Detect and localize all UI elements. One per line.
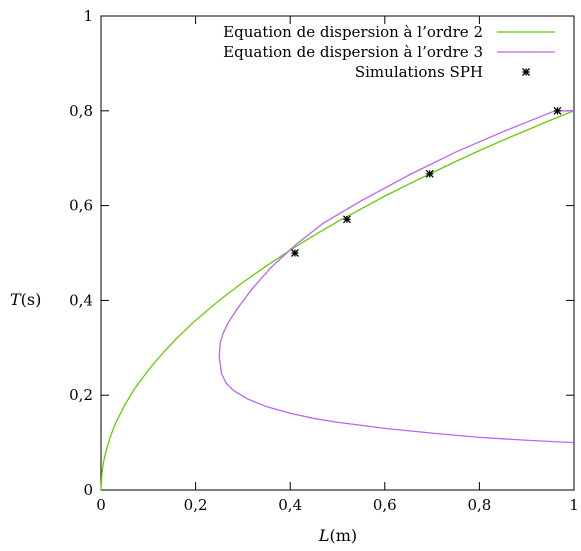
x-tick-label: 0,8 [467, 496, 491, 514]
y-axis-variable: T [10, 290, 22, 309]
y-tick-label: 1 [83, 7, 93, 25]
sph-point [343, 215, 351, 224]
series-layer [100, 106, 575, 491]
legend: Equation de dispersion à l’ordre 2 Equat… [223, 23, 555, 81]
y-axis-label: T(s) [10, 290, 41, 309]
y-tick-label: 0,6 [69, 197, 93, 215]
plot-border [100, 15, 575, 491]
legend-label-sph: Simulations SPH [355, 63, 483, 81]
sph-point [290, 249, 299, 257]
y-tick-label: 0,8 [69, 102, 93, 120]
y-tick-label: 0 [83, 481, 93, 499]
sph-point [553, 106, 562, 115]
y-tick-label: 0,4 [69, 291, 93, 309]
series-line-2 [218, 110, 575, 444]
y-tick-labels: 0 0,2 0,4 0,6 0,8 1 [69, 7, 93, 499]
x-tick-label: 0,2 [184, 496, 208, 514]
sph-point [425, 169, 434, 178]
legend-label-order2: Equation de dispersion à l’ordre 2 [223, 23, 483, 41]
x-tick-label: 0,6 [373, 496, 397, 514]
legend-label-order3: Equation de dispersion à l’ordre 3 [223, 43, 483, 61]
legend-marker-sph [522, 68, 530, 76]
series-line-1 [100, 110, 575, 491]
x-tick-label: 1 [569, 496, 579, 514]
y-axis-unit: (s) [21, 290, 42, 309]
tick-marks [100, 15, 575, 491]
x-tick-label: 0,4 [278, 496, 302, 514]
y-tick-label: 0,2 [69, 386, 93, 404]
x-axis-unit: (m) [329, 526, 357, 545]
x-axis-variable: L [318, 526, 330, 545]
x-tick-labels: 0 0,2 0,4 0,6 0,8 1 [96, 496, 579, 514]
x-axis-label: L(m) [318, 526, 357, 545]
x-tick-label: 0 [96, 496, 106, 514]
legend-star [522, 68, 530, 76]
plot-frame [100, 15, 575, 491]
